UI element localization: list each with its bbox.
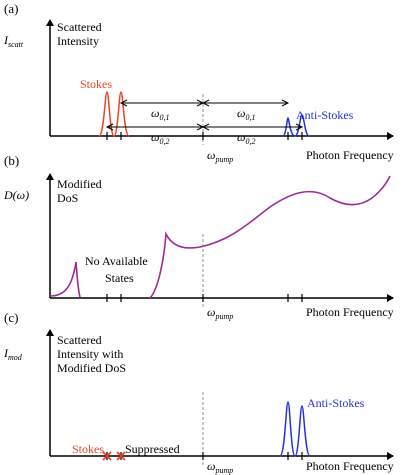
panel-c-ylabel: Imod xyxy=(3,346,23,362)
panel-a-stokes-peaks xyxy=(98,91,130,137)
panel-a-title-line-2: Intensity xyxy=(57,34,99,48)
panel-b-pump-label: ωpump xyxy=(207,305,233,321)
panel-c-title-line-3: Modified DoS xyxy=(57,361,126,375)
panel-b-ylabel: D(ω) xyxy=(3,188,29,202)
panel-b-gap-line-1: No Available xyxy=(85,254,148,268)
panel-b-title-line-2: DoS xyxy=(57,191,78,205)
panel-b-dos-curve-low xyxy=(49,261,81,298)
panel-b-gap-line-2: States xyxy=(105,271,134,285)
panel-a-title-line-1: Scattered xyxy=(57,20,102,34)
panel-a-antistokes-peaks xyxy=(282,114,310,137)
panel-a-omega01-right: ω0,1 xyxy=(237,106,255,122)
panel-c-letter: (c) xyxy=(4,310,18,325)
panel-a-antistokes-label: Anti-Stokes xyxy=(296,108,354,122)
panel-a-omega02-arrows xyxy=(105,123,304,131)
panel-b-ticks xyxy=(106,294,303,302)
panel-c-title-line-2: Intensity with xyxy=(57,347,123,361)
panel-c-antistokes-label: Anti-Stokes xyxy=(307,396,365,410)
panel-a-letter: (a) xyxy=(4,1,18,16)
panel-b-title-line-1: Modified xyxy=(57,177,102,191)
panel-a-omega02-left: ω0,2 xyxy=(151,130,169,146)
panel-a-omega01-arrows xyxy=(119,99,290,107)
panel-a-omega01-left: ω0,1 xyxy=(151,106,169,122)
panel-b-letter: (b) xyxy=(4,153,19,168)
panel-c-suppressed-label: Suppressed xyxy=(125,442,180,456)
panel-b-dos-curve-high xyxy=(149,175,391,299)
panel-a-xlabel: Photon Frequency xyxy=(306,148,394,162)
panel-a-omega02-right: ω0,2 xyxy=(237,130,255,146)
panel-b-xlabel: Photon Frequency xyxy=(306,305,394,319)
panel-a: (a) Iscatt Scattered Intensity Stokes An… xyxy=(3,1,394,164)
panel-c-pump-label: ωpump xyxy=(207,459,233,475)
panel-a-stokes-label: Stokes xyxy=(80,77,112,91)
panel-c-xlabel: Photon Frequency xyxy=(306,459,394,473)
panel-c-antistokes-peaks xyxy=(279,401,311,457)
panel-b: (b) D(ω) Modified DoS No Available State… xyxy=(3,153,394,321)
panel-c-title-line-1: Scattered xyxy=(57,333,102,347)
panel-a-pump-label: ωpump xyxy=(207,148,233,164)
panel-c-suppressed-marks xyxy=(102,451,126,461)
panel-c: (c) Imod Scattered Intensity with Modifi… xyxy=(3,310,394,475)
panel-c-stokes-label: Stokes xyxy=(72,442,104,456)
panel-a-ticks xyxy=(106,132,303,140)
panel-a-ylabel: Iscatt xyxy=(3,33,24,49)
